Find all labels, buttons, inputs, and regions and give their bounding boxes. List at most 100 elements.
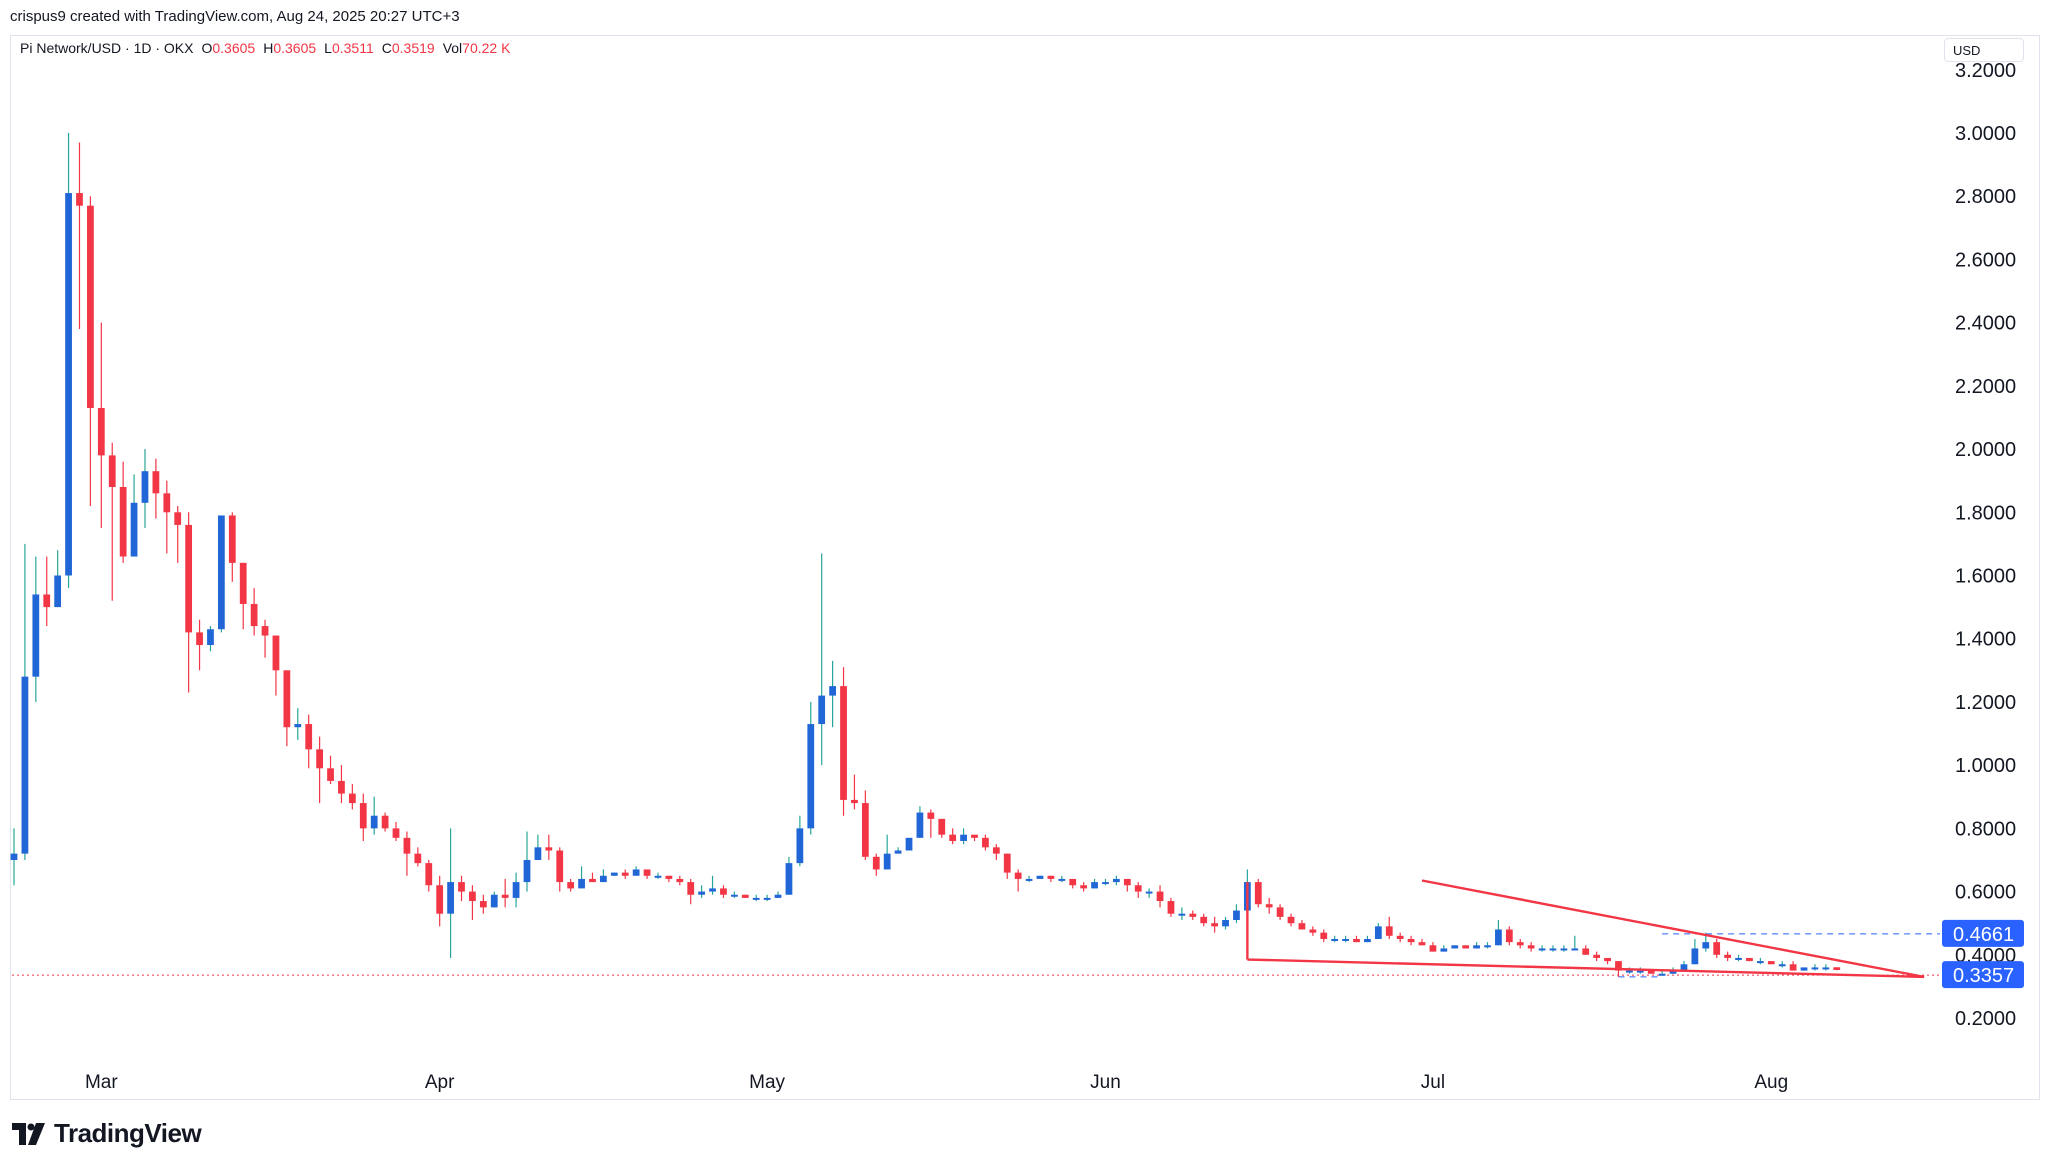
symbol-name[interactable]: Pi Network/USD · 1D · OKX: [20, 40, 194, 56]
candle-body: [1800, 967, 1808, 971]
candle-body: [185, 524, 193, 633]
candle-body: [687, 882, 695, 895]
candle-body: [610, 872, 618, 876]
candle-body: [381, 815, 389, 829]
candle-body: [348, 793, 356, 804]
candle-body: [1615, 961, 1622, 971]
high-value: 0.3605: [273, 40, 317, 56]
candle-body: [403, 837, 411, 854]
candle-body: [217, 515, 225, 630]
candle-body: [1582, 948, 1590, 955]
candle-body: [1353, 938, 1360, 943]
trendline: [1421, 879, 1925, 979]
y-tick-label: 1.6000: [1955, 566, 2016, 588]
candle-body: [938, 818, 946, 835]
candle-body: [829, 686, 836, 696]
candle-body: [338, 780, 345, 794]
candle-body: [730, 894, 738, 897]
currency-selector[interactable]: USD: [1944, 38, 2024, 62]
y-tick-label: 2.6000: [1955, 249, 2016, 271]
tradingview-logo[interactable]: TradingView: [12, 1118, 202, 1149]
candle-body: [1604, 957, 1611, 962]
candle-body: [1833, 967, 1841, 970]
x-tick-label: May: [749, 1072, 785, 1093]
candle-body: [785, 863, 793, 895]
candle-body: [1669, 970, 1677, 974]
candle-body: [676, 878, 684, 883]
candle-body: [1451, 945, 1459, 949]
candle-body: [818, 695, 826, 725]
y-tick-label: 1.2000: [1955, 692, 2016, 714]
candle-body: [1385, 926, 1393, 936]
candle-body: [316, 749, 323, 769]
candle-body: [1440, 948, 1448, 952]
close-key: C: [381, 40, 392, 56]
candle-body: [1593, 954, 1601, 958]
candle-body: [1134, 885, 1142, 892]
candle-body: [1626, 970, 1633, 973]
candle-body: [392, 828, 400, 838]
candle-body: [1571, 948, 1579, 951]
candle-body: [1811, 967, 1819, 970]
candle-body: [54, 575, 62, 608]
candle-body: [1342, 938, 1349, 941]
candle-body: [283, 670, 291, 728]
candle-body: [239, 562, 247, 604]
candle-body: [1658, 973, 1666, 976]
candle-body: [1778, 964, 1786, 967]
candle-body: [1680, 964, 1688, 971]
candle-body: [1549, 948, 1557, 951]
candle-body: [567, 882, 575, 889]
candle-body: [414, 853, 422, 864]
candle-body: [1156, 891, 1164, 902]
open-key: O: [201, 40, 213, 56]
y-tick-label: 3.2000: [1955, 60, 2016, 82]
candle-body: [130, 502, 138, 557]
marked-level-tag-bg: [1942, 919, 2024, 947]
candle-body: [1233, 910, 1240, 921]
candle-body: [327, 768, 334, 781]
y-tick-label: 1.8000: [1955, 502, 2016, 524]
candle-body: [982, 837, 989, 848]
candle-body: [872, 856, 880, 870]
candle-body: [1527, 945, 1535, 949]
candle-body: [250, 603, 258, 627]
candle-body: [1265, 904, 1273, 908]
candle-body: [1036, 875, 1044, 879]
candle-body: [1473, 945, 1480, 949]
y-tick-label: 0.2000: [1955, 1008, 2016, 1030]
candle-body: [992, 847, 1000, 854]
candle-body: [425, 863, 433, 886]
candle-body: [545, 847, 553, 851]
candle-body: [1080, 885, 1088, 889]
candle-body: [1167, 901, 1175, 914]
candle-body: [1364, 938, 1371, 943]
candle-body: [720, 888, 727, 895]
candle-body: [534, 847, 542, 860]
y-tick-label: 2.4000: [1955, 313, 2016, 335]
candle-body: [1691, 948, 1699, 965]
candle-body: [1495, 929, 1502, 946]
candle-body: [600, 875, 607, 883]
volume-key: Vol: [442, 40, 463, 56]
candle-body: [752, 897, 760, 900]
candle-body: [1484, 945, 1491, 948]
candle-body: [1309, 929, 1317, 933]
candle-body: [1418, 942, 1426, 946]
candle-body: [501, 894, 509, 898]
candle-body: [261, 626, 269, 636]
high-key: H: [263, 40, 274, 56]
y-tick-label: 1.0000: [1955, 755, 2016, 777]
candle-body: [840, 686, 847, 800]
candle-body: [589, 878, 596, 883]
candle-body: [1516, 942, 1524, 946]
close-value: 0.3519: [391, 40, 435, 56]
candle-body: [1298, 923, 1306, 930]
candle-body: [1331, 938, 1339, 941]
candle-body: [861, 803, 869, 857]
candle-body: [97, 407, 105, 456]
candle-body: [1822, 967, 1830, 970]
candle-body: [76, 193, 83, 206]
chart-frame: [10, 35, 2040, 1100]
